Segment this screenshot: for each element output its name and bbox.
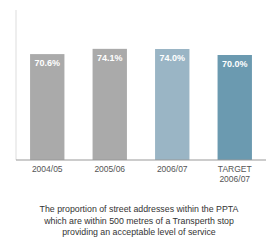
chart-container: 70.6% 74.1% 74.0% 70.0% 2004/05 2005/06 2006/0… xyxy=(0,0,278,241)
data-label: 74.0% xyxy=(159,53,185,63)
chart: 70.6% 74.1% 74.0% 70.0% 2004/05 2005/06 2006/0… xyxy=(0,0,278,241)
x-tick-label: 2005/06 xyxy=(94,164,125,174)
caption: The proportion of street addresses withi… xyxy=(40,204,239,237)
data-label: 70.6% xyxy=(34,58,60,68)
bar xyxy=(155,49,189,160)
bars xyxy=(30,49,252,160)
x-tick-label: 2006/07 xyxy=(157,164,188,174)
bar xyxy=(218,55,252,160)
bar xyxy=(93,49,127,160)
bar xyxy=(30,54,64,160)
x-tick-label: TARGET2006/07 xyxy=(218,164,252,184)
x-axis-line xyxy=(16,160,266,161)
data-label: 70.0% xyxy=(222,59,248,69)
x-tick-label: 2004/05 xyxy=(32,164,63,174)
data-label: 74.1% xyxy=(97,53,123,63)
y-axis-line xyxy=(16,10,17,160)
